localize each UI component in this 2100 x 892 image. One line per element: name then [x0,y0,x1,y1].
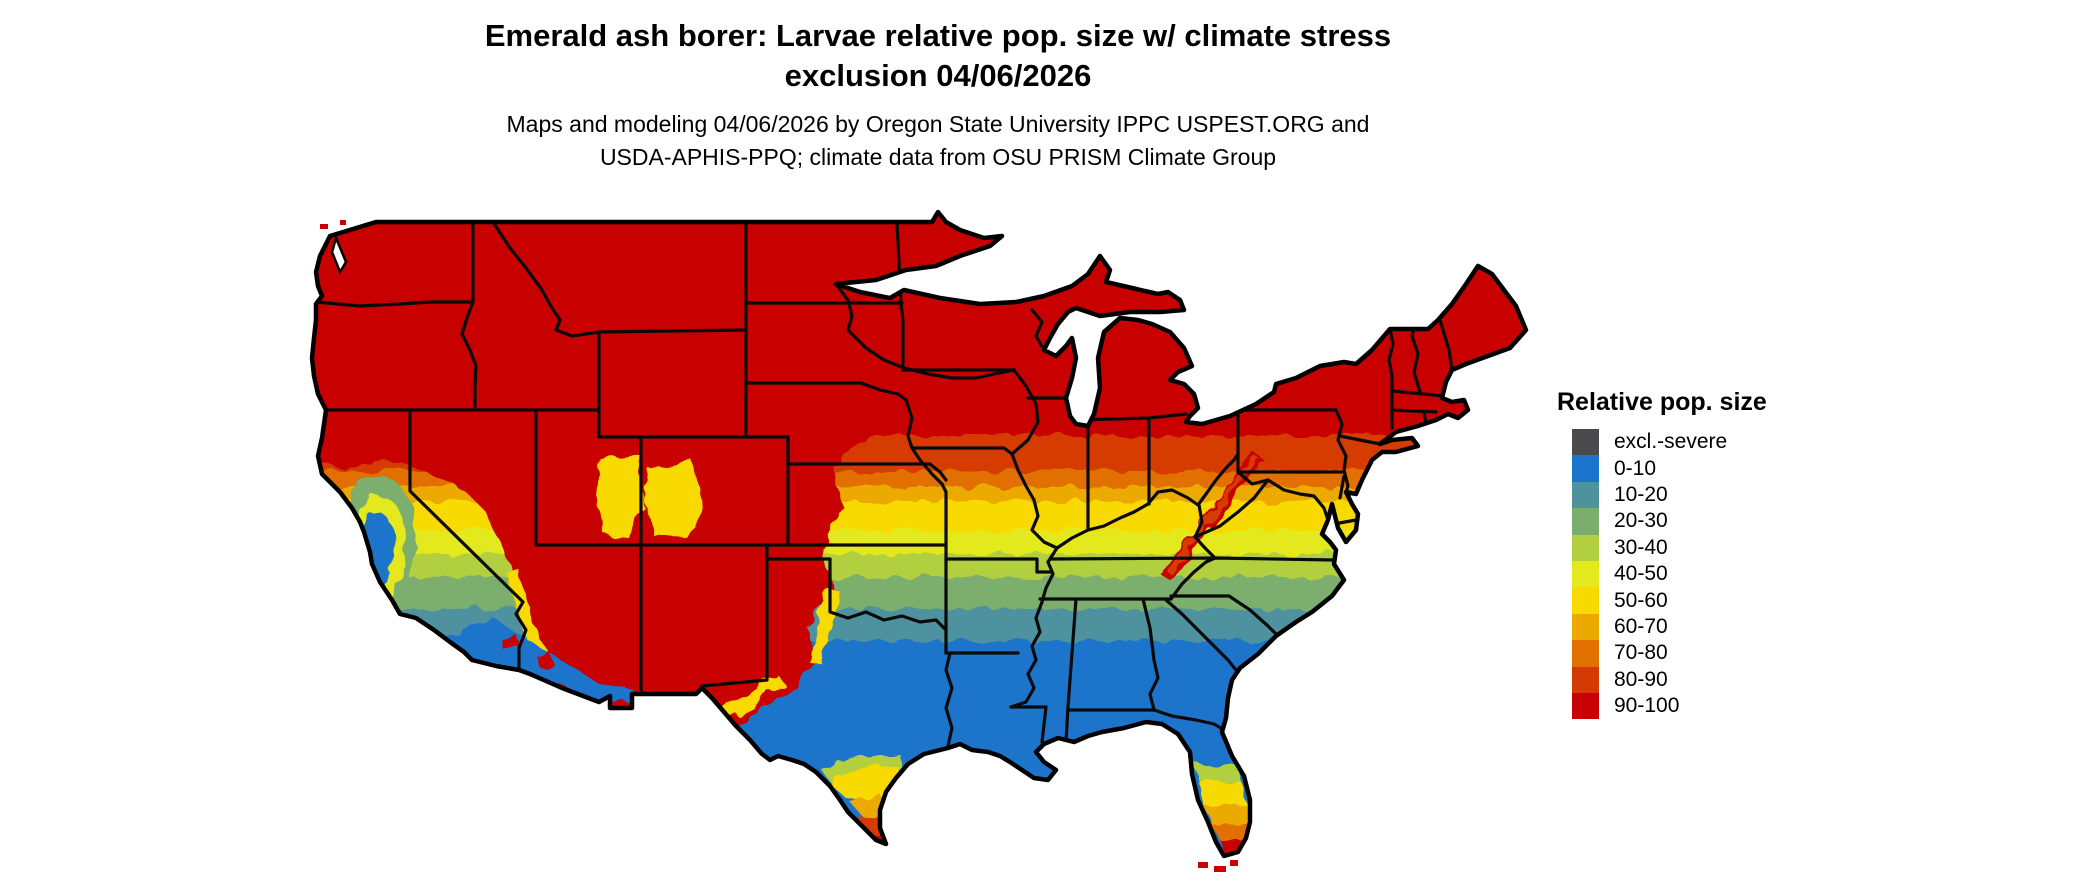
legend-swatch [1572,455,1599,482]
legend-swatch [1572,560,1599,588]
us-outline [309,209,1529,859]
legend-swatch [1572,640,1599,667]
state-borders [314,220,1454,748]
legend-swatch [1572,692,1599,720]
us-map [300,208,1540,884]
legend-label: 60-70 [1614,614,1668,638]
legend-label: 50-60 [1614,588,1668,612]
legend-label: 20-30 [1614,509,1668,533]
map-title: Emerald ash borer: Larvae relative pop. … [0,16,1876,96]
legend-label: 30-40 [1614,535,1668,559]
legend-label: 40-50 [1614,562,1668,586]
legend-row: 30-40 [1572,534,1857,561]
map-subtitle-line2: USDA-APHIS-PPQ; climate data from OSU PR… [599,144,1277,170]
us-map-svg [309,209,1529,872]
legend-swatch [1572,613,1599,641]
legend-label: 80-90 [1614,667,1668,691]
legend: Relative pop. size excl.-severe 0-10 10-… [1557,388,1857,720]
offshore-islands [320,220,1238,872]
legend-swatch [1572,534,1599,561]
utah-canyon-patch [596,454,704,538]
legend-row: excl.-severe [1572,429,1857,456]
legend-swatch [1572,666,1599,693]
west-red-zone [312,212,870,766]
legend-title: Relative pop. size [1557,388,1767,416]
legend-row: 20-30 [1572,508,1857,535]
legend-row: 80-90 [1572,666,1857,693]
legend-row: 70-80 [1572,640,1857,667]
florida-yellowgreen [1194,764,1242,786]
map-subtitle: Maps and modeling 04/06/2026 by Oregon S… [0,108,1876,174]
legend-swatch [1572,587,1599,614]
band-0-10 [312,641,1526,856]
legend-row: 0-10 [1572,455,1857,482]
legend-rows: excl.-severe 0-10 10-20 20-30 [1572,429,1857,720]
florida-dark-orange [1210,824,1250,842]
florida-orange [1204,806,1250,826]
legend-row: 10-20 [1572,481,1857,509]
legend-label: 0-10 [1614,456,1657,480]
puget-sound-inlet [330,234,348,275]
southwest-desert-red-speckle [500,632,554,668]
legend-swatch [1572,508,1599,535]
legend-label: excl.-severe [1614,430,1728,454]
legend-row: 90-100 [1572,692,1857,720]
map-title-line2: exclusion 04/06/2026 [784,58,1092,93]
legend-label: 90-100 [1614,694,1680,718]
legend-swatch [1572,481,1599,509]
legend-row: 40-50 [1572,560,1857,588]
legend-row: 50-60 [1572,587,1857,614]
map-subtitle-line1: Maps and modeling 04/06/2026 by Oregon S… [506,111,1370,137]
map-title-line1: Emerald ash borer: Larvae relative pop. … [484,18,1392,53]
legend-swatch [1572,429,1599,456]
legend-label: 10-20 [1614,482,1668,506]
band-20-30 [312,577,1526,609]
florida-yellow [1198,782,1248,810]
legend-row: 60-70 [1572,613,1857,641]
legend-label: 70-80 [1614,641,1668,665]
